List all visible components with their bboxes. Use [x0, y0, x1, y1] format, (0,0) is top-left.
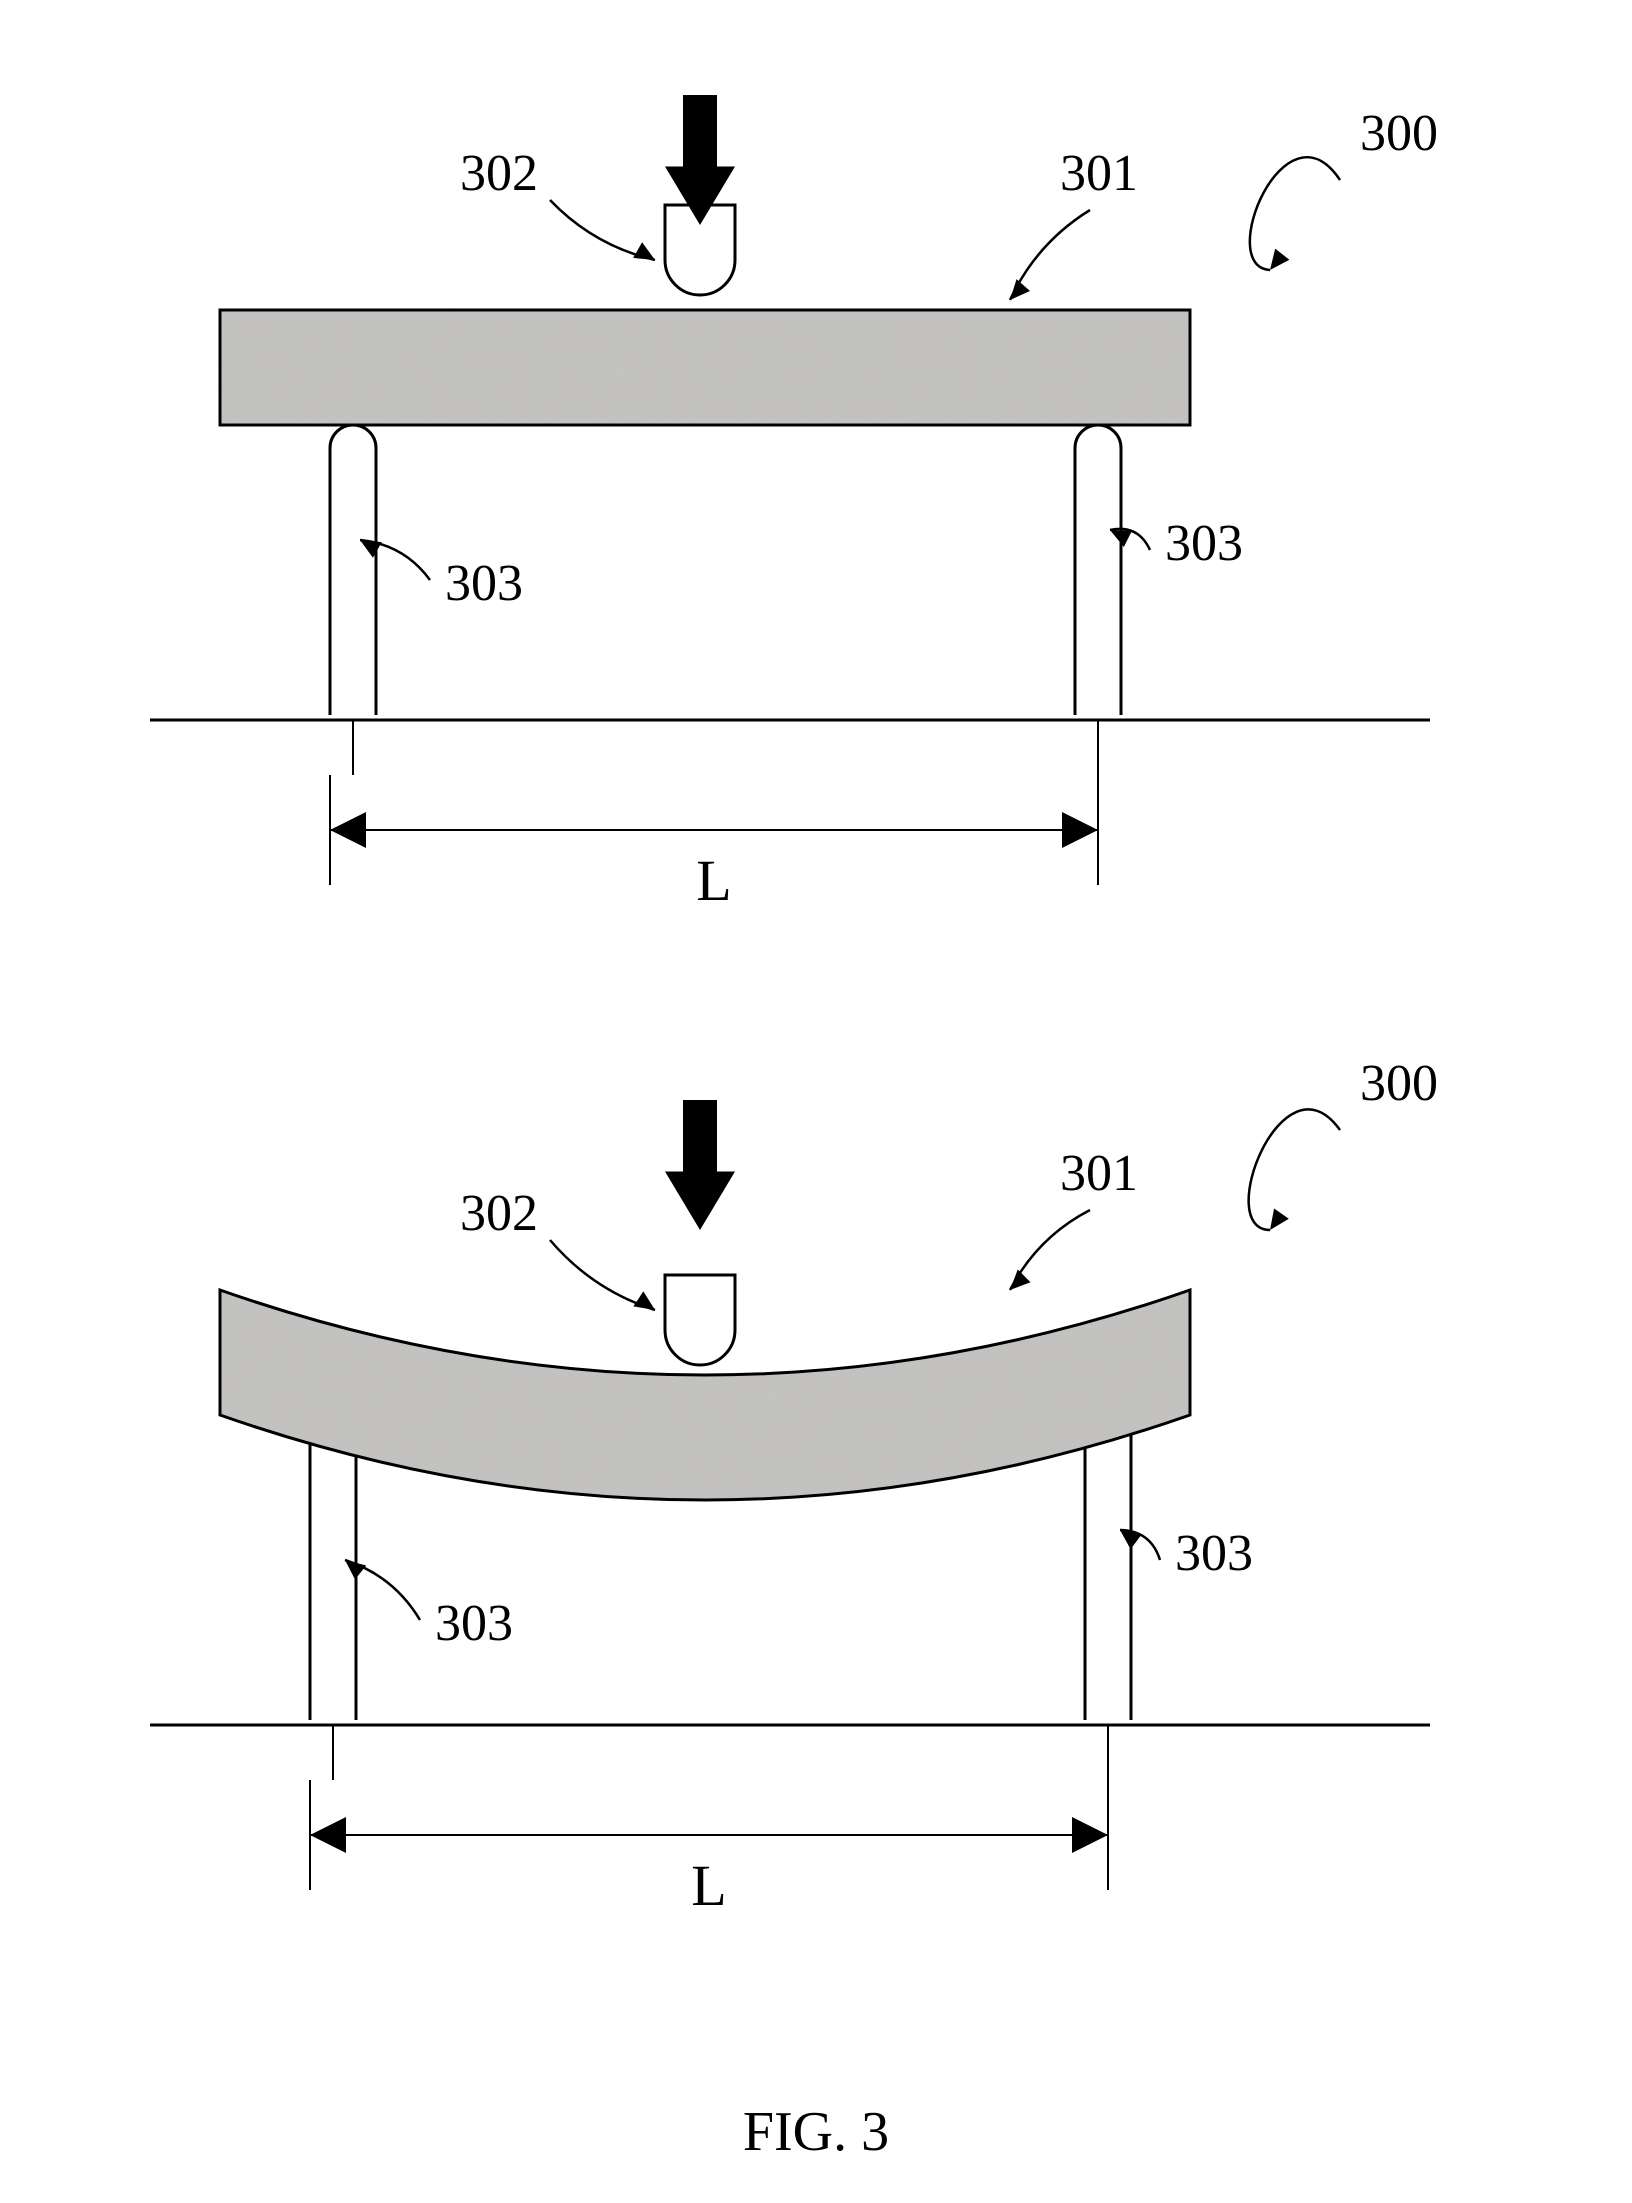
svg-text:303: 303: [435, 1595, 513, 1652]
svg-text:L: L: [696, 848, 731, 913]
svg-text:301: 301: [1060, 1145, 1138, 1202]
svg-text:303: 303: [1165, 515, 1243, 572]
figure-page: L 300 301 302 303 303 L 300 301 302 303 303 FIG. 3: [0, 0, 1632, 2203]
svg-text:303: 303: [445, 555, 523, 612]
svg-text:300: 300: [1360, 1055, 1438, 1112]
svg-text:301: 301: [1060, 145, 1138, 202]
figure-svg: L 300 301 302 303 303 L 300 301 302 303 303: [0, 0, 1632, 2203]
svg-text:300: 300: [1360, 105, 1438, 162]
svg-text:303: 303: [1175, 1525, 1253, 1582]
svg-text:302: 302: [460, 145, 538, 202]
svg-text:302: 302: [460, 1185, 538, 1242]
svg-text:L: L: [691, 1853, 726, 1918]
figure-caption: FIG. 3: [0, 2100, 1632, 2164]
